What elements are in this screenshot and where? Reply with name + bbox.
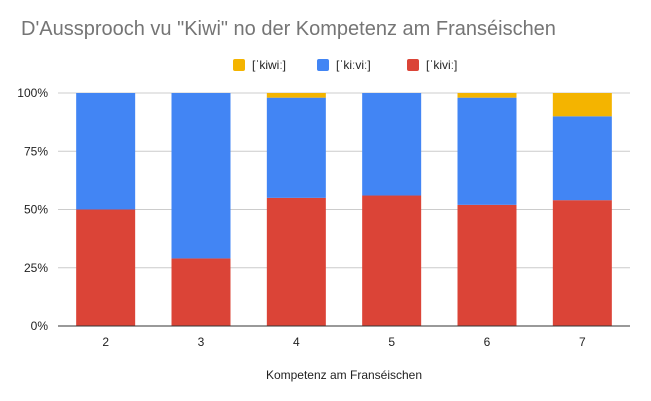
bar-segment	[362, 93, 422, 196]
bar-segment	[362, 195, 422, 326]
y-tick-label: 0%	[31, 319, 49, 333]
legend-label: [ˈkiwiː]	[252, 58, 286, 72]
y-tick-label: 25%	[24, 261, 48, 275]
bar-segment	[76, 209, 136, 326]
bar-segment	[76, 93, 136, 210]
legend-swatch	[233, 59, 245, 71]
x-tick-label: 5	[388, 335, 395, 349]
bar-segment	[552, 200, 612, 326]
chart-title: D'Aussprooch vu "Kiwi" no der Kompetenz …	[21, 18, 556, 40]
bar-segment	[266, 93, 326, 98]
x-tick-label: 7	[579, 335, 586, 349]
x-tick-label: 6	[484, 335, 491, 349]
bars	[76, 93, 612, 326]
y-tick-label: 50%	[24, 203, 48, 217]
axes: 0% 25% 50% 75% 100% 2 3 4 5 6 7	[17, 86, 630, 349]
bar-segment	[171, 258, 231, 326]
y-tick-label: 100%	[17, 86, 48, 100]
bar-segment	[266, 97, 326, 198]
bar-segment	[171, 93, 231, 259]
bar-segment	[457, 97, 517, 205]
legend-label: [ˈkiːviː]	[336, 58, 371, 72]
y-tick-label: 75%	[24, 144, 48, 158]
x-axis-title: Kompetenz am Franséischen	[266, 368, 422, 382]
bar-segment	[552, 116, 612, 201]
legend-label: [ˈkiviː]	[426, 58, 457, 72]
bar-segment	[457, 93, 517, 98]
bar-segment	[457, 204, 517, 326]
gridlines	[58, 92, 630, 269]
x-tick-label: 2	[102, 335, 109, 349]
x-tick-label: 3	[198, 335, 205, 349]
bar-segment	[266, 197, 326, 326]
bar-segment	[552, 93, 612, 117]
legend-swatch	[317, 59, 329, 71]
x-tick-label: 4	[293, 335, 300, 349]
legend: [ˈkiwiː] [ˈkiːviː] [ˈkiviː]	[233, 58, 457, 72]
legend-swatch	[407, 59, 419, 71]
